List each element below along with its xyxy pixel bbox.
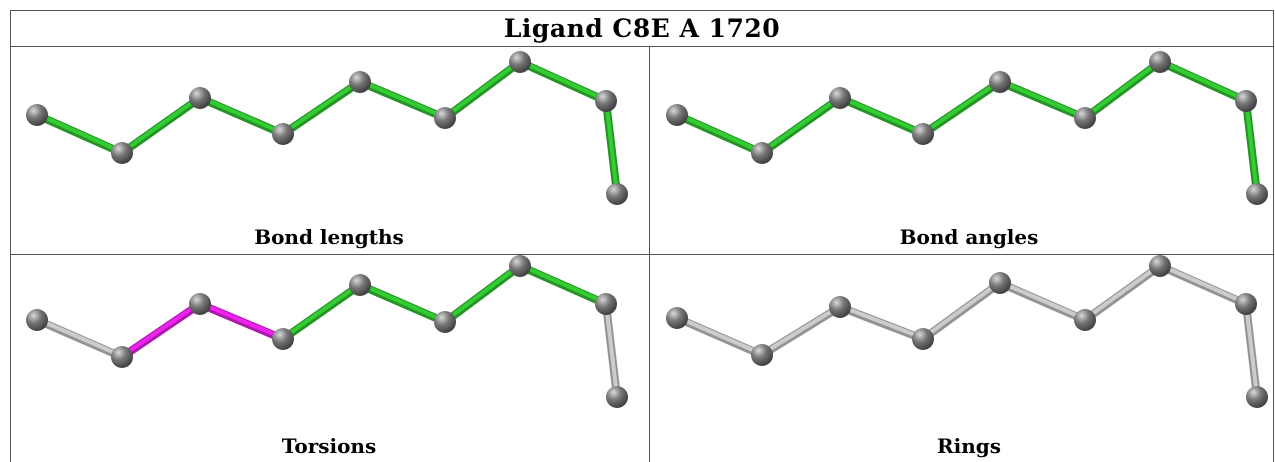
bond-torsions-4 — [279, 281, 364, 343]
atom-bond-lengths-6 — [434, 107, 456, 129]
atom-torsions-3 — [189, 293, 211, 315]
panel-bond-lengths: Bond lengths — [10, 47, 648, 252]
bond-bond-lengths-7 — [516, 58, 610, 105]
bond-bond-angles-8 — [1242, 97, 1261, 198]
atom-bond-lengths-4 — [272, 123, 294, 145]
bond-rings-6 — [1081, 262, 1164, 324]
bond-torsions-6 — [441, 262, 524, 326]
atom-bond-lengths-1 — [26, 104, 48, 126]
bond-rings-4 — [919, 279, 1004, 343]
atom-bond-lengths-3 — [189, 87, 211, 109]
atom-rings-3 — [829, 296, 851, 318]
bond-rings-2 — [758, 303, 844, 359]
divider-middle — [10, 254, 1274, 255]
bond-bond-angles-7 — [1156, 58, 1250, 105]
atom-rings-1 — [666, 307, 688, 329]
bond-torsions-3 — [196, 300, 287, 343]
molecule-bond-angles — [666, 51, 1268, 205]
atom-torsions-8 — [595, 293, 617, 315]
caption-bond-lengths: Bond lengths — [254, 225, 404, 249]
atom-rings-9 — [1246, 386, 1268, 408]
atom-bond-angles-7 — [1149, 51, 1171, 73]
atom-bond-lengths-8 — [595, 90, 617, 112]
bond-bond-angles-2 — [758, 94, 844, 157]
atom-bond-lengths-9 — [606, 183, 628, 205]
atom-rings-2 — [751, 344, 773, 366]
atom-torsions-1 — [26, 309, 48, 331]
validation-table — [10, 10, 1274, 462]
bond-rings-8 — [1242, 300, 1261, 401]
atom-rings-5 — [989, 272, 1011, 294]
bond-rings-3 — [836, 303, 927, 343]
panel-rings: Rings — [650, 255, 1275, 460]
bond-bond-lengths-5 — [356, 78, 449, 122]
bond-torsions-2 — [118, 300, 204, 361]
atom-torsions-5 — [349, 274, 371, 296]
bond-bond-angles-6 — [1081, 58, 1164, 122]
panel-torsions: Torsions — [10, 255, 648, 460]
atom-torsions-2 — [111, 346, 133, 368]
caption-bond-angles: Bond angles — [899, 225, 1039, 249]
atom-bond-angles-5 — [989, 71, 1011, 93]
atom-bond-angles-3 — [829, 87, 851, 109]
atom-rings-7 — [1149, 255, 1171, 277]
bond-rings-1 — [673, 314, 766, 359]
molecule-torsions — [26, 255, 628, 408]
caption-torsions: Torsions — [281, 434, 377, 458]
panel-bond-angles: Bond angles — [650, 47, 1275, 252]
bond-bond-lengths-4 — [279, 78, 364, 138]
atom-bond-angles-9 — [1246, 183, 1268, 205]
atom-bond-lengths-2 — [111, 142, 133, 164]
bond-bond-lengths-6 — [441, 58, 524, 122]
ligand-title: Ligand C8E A 1720 — [503, 13, 781, 43]
bond-torsions-1 — [33, 316, 126, 361]
atom-torsions-7 — [509, 255, 531, 277]
bond-rings-7 — [1156, 262, 1250, 308]
atom-rings-6 — [1074, 309, 1096, 331]
atom-bond-angles-2 — [751, 142, 773, 164]
atom-bond-angles-8 — [1235, 90, 1257, 112]
atom-bond-angles-6 — [1074, 107, 1096, 129]
molecule-bond-lengths — [26, 51, 628, 205]
atom-torsions-4 — [272, 328, 294, 350]
bond-bond-angles-5 — [996, 78, 1089, 122]
atom-bond-angles-1 — [666, 104, 688, 126]
divider-title — [10, 46, 1274, 47]
atom-bond-angles-4 — [912, 123, 934, 145]
atom-rings-4 — [912, 328, 934, 350]
bond-bond-angles-1 — [673, 111, 766, 157]
bond-bond-lengths-3 — [196, 94, 287, 138]
bond-bond-angles-4 — [919, 78, 1004, 138]
bond-torsions-7 — [516, 262, 610, 308]
atom-torsions-6 — [434, 311, 456, 333]
bond-torsions-5 — [356, 281, 449, 326]
divider-vertical — [649, 46, 650, 462]
bond-torsions-8 — [602, 300, 621, 401]
bond-bond-lengths-8 — [602, 97, 621, 198]
atom-bond-lengths-7 — [509, 51, 531, 73]
atom-bond-lengths-5 — [349, 71, 371, 93]
bond-rings-5 — [996, 279, 1089, 324]
caption-rings: Rings — [936, 434, 1001, 458]
atom-rings-8 — [1235, 293, 1257, 315]
atom-torsions-9 — [606, 386, 628, 408]
bond-bond-lengths-2 — [118, 94, 204, 157]
molecule-rings — [666, 255, 1268, 408]
bond-bond-angles-3 — [836, 94, 927, 138]
bond-bond-lengths-1 — [33, 111, 126, 157]
